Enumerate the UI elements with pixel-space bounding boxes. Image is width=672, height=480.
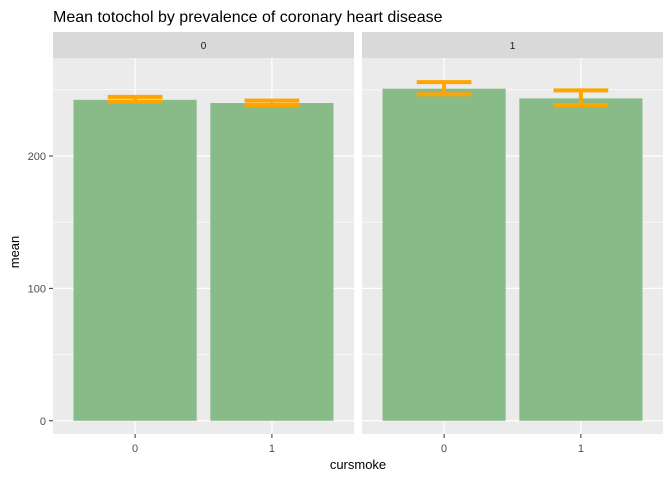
facet-panels: 0 0 1 1 0 1 [53,32,663,455]
x-tick-label: 0 [441,443,447,455]
facet-strip [53,32,354,58]
x-tick-label: 0 [132,443,138,455]
error-bar-facet0-cursmoke1 [244,98,300,108]
y-tick-label: 200 [28,151,46,163]
facet-panel-1: 1 0 1 [362,32,663,455]
chart-title: Mean totochol by prevalence of coronary … [53,9,443,26]
facet-strip-label: 1 [510,41,516,52]
bar-facet0-cursmoke1 [210,103,334,421]
x-tick-label: 1 [269,443,275,455]
y-axis: 0 100 200 [28,151,53,428]
x-axis-title: cursmoke [330,457,386,472]
error-bar-facet1-cursmoke1 [553,88,609,107]
facet-panel-0: 0 0 1 [53,32,354,455]
facet-strip [362,32,663,58]
x-tick-label: 1 [578,443,584,455]
bar-facet1-cursmoke0 [382,88,506,421]
y-tick-label: 0 [40,416,46,428]
facet-strip-label: 0 [201,41,207,52]
error-bar-facet1-cursmoke0 [416,80,472,97]
bar-facet0-cursmoke0 [73,99,197,421]
y-tick-label: 100 [28,283,46,295]
bar-facet1-cursmoke1 [519,98,643,421]
y-axis-title: mean [7,236,22,269]
error-bar-facet0-cursmoke0 [107,94,163,104]
